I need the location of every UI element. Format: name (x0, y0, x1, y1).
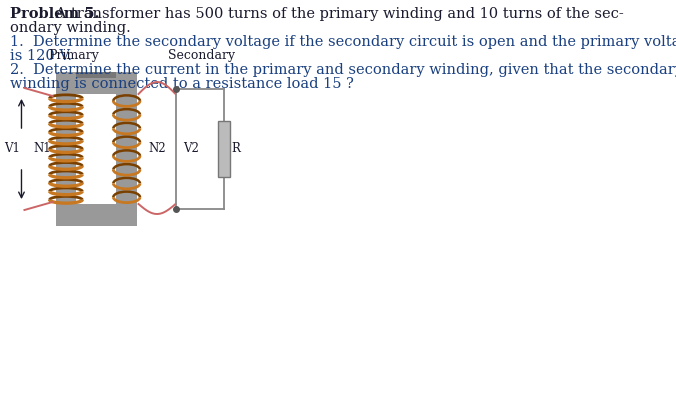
Text: N2: N2 (148, 143, 166, 156)
Text: R: R (231, 143, 240, 156)
Bar (218, 121, 230, 177)
Bar (55, 204, 137, 226)
Text: 1.  Determine the secondary voltage if the secondary circuit is open and the pri: 1. Determine the secondary voltage if th… (10, 35, 676, 49)
Text: Problem 5.: Problem 5. (10, 7, 100, 21)
Text: A transformer has 500 turns of the primary winding and 10 turns of the sec-: A transformer has 500 turns of the prima… (51, 7, 624, 21)
Text: N1: N1 (33, 143, 51, 156)
Text: ondary winding.: ondary winding. (10, 21, 131, 35)
Text: Primary: Primary (48, 49, 99, 62)
Text: winding is connected to a resistance load 15 ?: winding is connected to a resistance loa… (10, 77, 354, 91)
Text: V1: V1 (4, 143, 20, 156)
Text: is 120 V.: is 120 V. (10, 49, 72, 63)
Bar (55, 72, 76, 226)
Bar (116, 72, 137, 226)
Bar (55, 72, 137, 78)
Text: 2.  Determine the current in the primary and secondary winding, given that the s: 2. Determine the current in the primary … (10, 63, 676, 77)
Bar (55, 72, 137, 94)
Text: V2: V2 (183, 143, 199, 156)
Text: Secondary: Secondary (168, 49, 235, 62)
